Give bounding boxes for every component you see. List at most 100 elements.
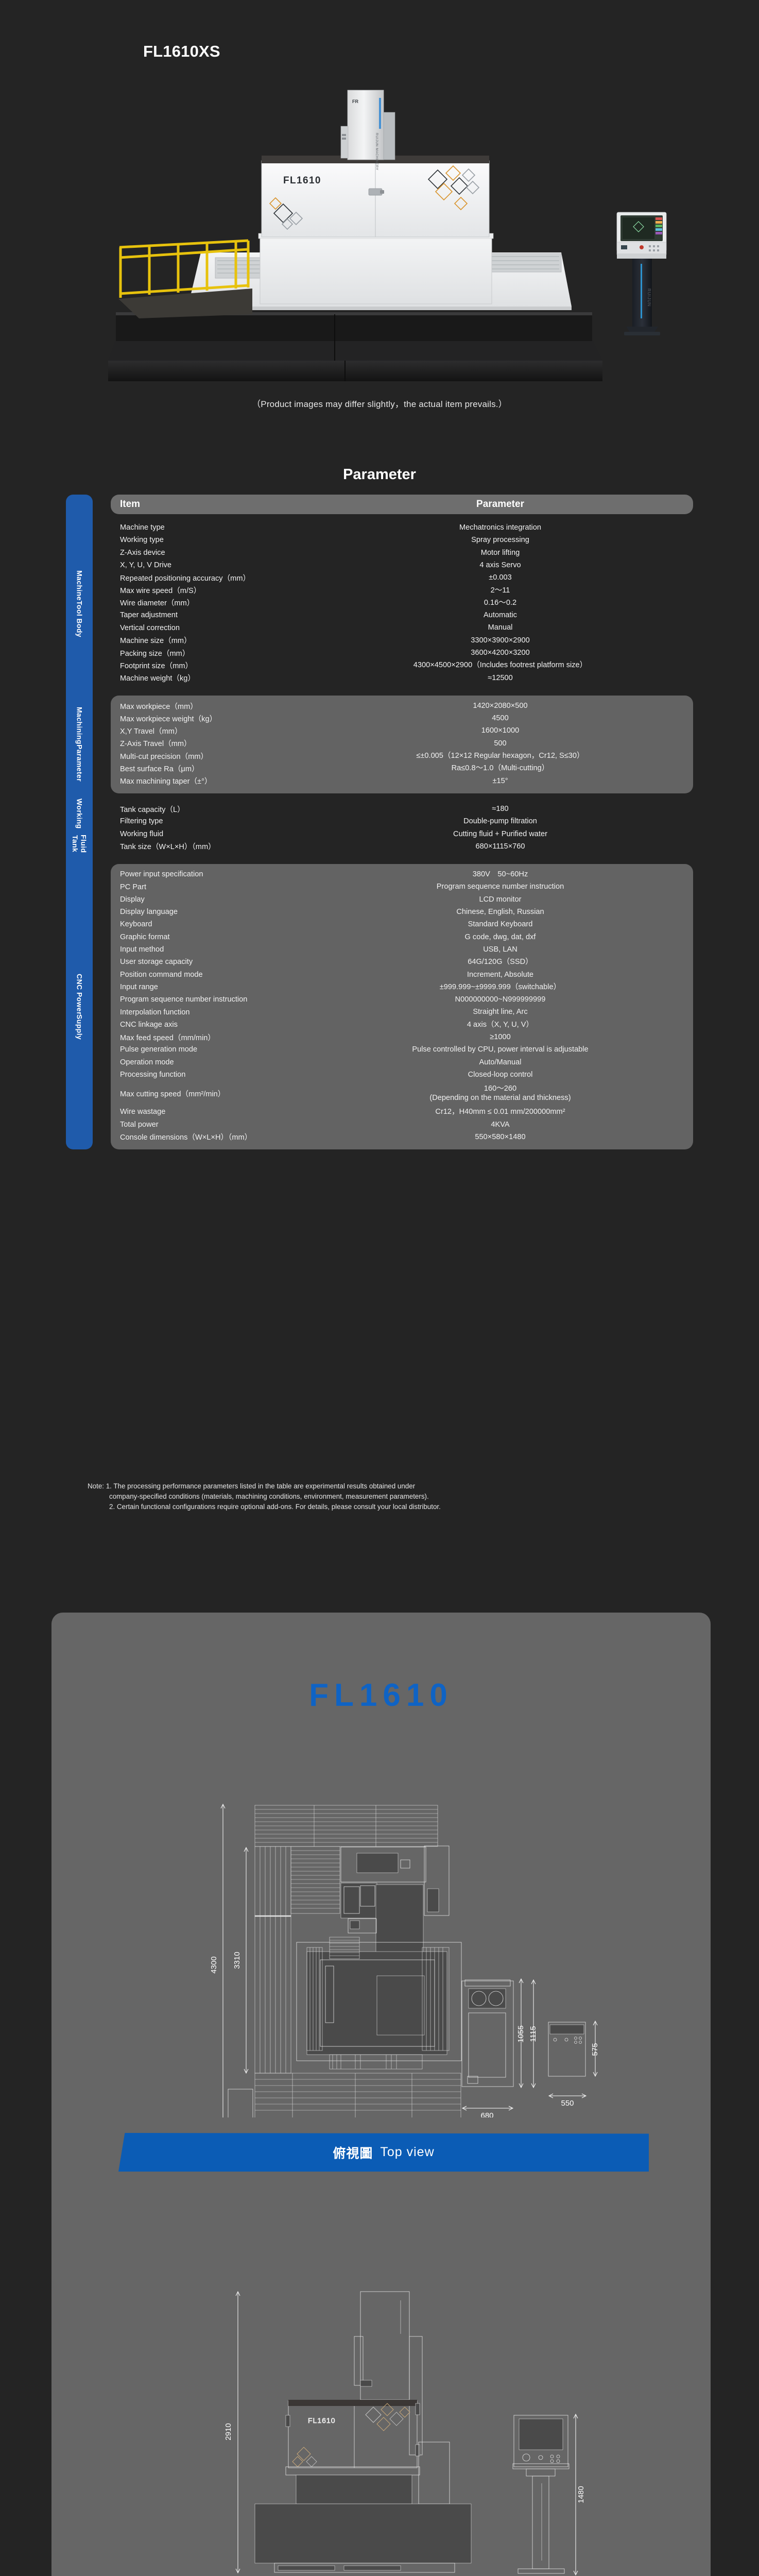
spec-row: Max machining taper（±°） ±15° bbox=[111, 775, 693, 787]
dim-2910: 2910 bbox=[224, 2423, 233, 2440]
spec-row: Input method USB, LAN bbox=[111, 943, 693, 956]
sidebar-tab-line: Working bbox=[75, 798, 84, 829]
spec-row: Vertical correction Manual bbox=[111, 621, 693, 634]
dim-680: 680 bbox=[480, 2111, 493, 2117]
spec-row-label: Interpolation function bbox=[120, 1008, 190, 1016]
spec-row-label: Display bbox=[120, 895, 145, 904]
footnotes: Note: 1. The processing performance para… bbox=[88, 1481, 695, 1512]
spec-row-label: Working type bbox=[120, 536, 164, 545]
spec-row-value: Double-pump filtration bbox=[463, 817, 537, 826]
header-parameter: Parameter bbox=[476, 499, 524, 510]
spec-row-value: 1600×1000 bbox=[481, 726, 520, 735]
spec-row-label: Machine weight（kg） bbox=[120, 674, 196, 683]
spec-row-label: Wire diameter（mm） bbox=[120, 599, 195, 608]
spec-row: Working fluid Cutting fluid + Purified wa… bbox=[111, 828, 693, 840]
spec-row-label: Input method bbox=[120, 945, 164, 954]
spec-row-label: Max machining taper（±°） bbox=[120, 777, 212, 786]
tower-badge: FR bbox=[352, 99, 358, 104]
dim-550: 550 bbox=[561, 2099, 574, 2108]
spec-row-label: Display language bbox=[120, 908, 178, 917]
spec-row: Max wire speed（m/S） 2～11 bbox=[111, 584, 693, 596]
sidebar-tab-working-fluid-tank[interactable]: Working Fluid Tank bbox=[66, 799, 93, 859]
spec-row-label: Packing size（mm） bbox=[120, 649, 190, 658]
spec-row-value: ≤±0.005（12×12 Regular hexagon，Cr12, S≤30… bbox=[416, 752, 584, 760]
spec-row-value: Ra≤0.8～1.0（Multi-cutting） bbox=[451, 764, 549, 773]
sidebar-tab-machining-parameter[interactable]: Machining Parameter bbox=[66, 696, 93, 793]
spec-row: Processing function Closed-loop control bbox=[111, 1069, 693, 1081]
spec-row-value: Cr12，H40mm ≤ 0.01 mm/200000mm² bbox=[435, 1108, 565, 1116]
spec-row-label: User storage capacity bbox=[120, 958, 193, 967]
sidebar-tab-machine-tool-body[interactable]: Machine Tool Body bbox=[66, 517, 93, 690]
spec-row-label: Max cutting speed（mm²/min） bbox=[120, 1090, 226, 1098]
spec-row-label: Max workpiece（mm） bbox=[120, 702, 198, 711]
spec-row-value: ≈180 bbox=[492, 804, 509, 813]
spec-row-label: X, Y, U, V Drive bbox=[120, 561, 172, 570]
spec-row-value: 2～11 bbox=[490, 586, 510, 595]
spec-row: Tank capacity（L） ≈180 bbox=[111, 803, 693, 815]
machine-tower: FR RUIJUN MACHINERY bbox=[340, 90, 395, 171]
spec-row: Working type Spray processing bbox=[111, 534, 693, 546]
product-photo: FL1610 FR bbox=[77, 72, 685, 397]
sidebar-tab-line: Machine bbox=[75, 570, 84, 601]
spec-row-label: Keyboard bbox=[120, 920, 152, 929]
spec-row-label: Repeated positioning accuracy（mm） bbox=[120, 574, 251, 583]
safety-railing bbox=[119, 239, 250, 298]
sidebar-tab-line: Tool Body bbox=[75, 600, 84, 637]
spec-row-value: LCD monitor bbox=[479, 895, 522, 904]
spec-row-value: 4300×4500×2900（Includes footrest platfor… bbox=[413, 661, 588, 670]
spec-row-value: Manual bbox=[488, 623, 513, 632]
spec-row: PC Part Program sequence number instructi… bbox=[111, 880, 693, 893]
spec-row: Machine type Mechatronics integration bbox=[111, 521, 693, 534]
spec-row-label: Machine size（mm） bbox=[120, 637, 192, 646]
spec-row-value: Cutting fluid + Purified water bbox=[453, 829, 547, 838]
spec-row-value: 3300×3900×2900 bbox=[471, 636, 530, 645]
spec-row-value: Mechatronics integration bbox=[459, 523, 541, 532]
spec-row-label: Max feed speed（mm/min） bbox=[120, 1033, 215, 1042]
spec-row-label: Operation mode bbox=[120, 1058, 174, 1066]
spec-row: Z-Axis Travel（mm） 500 bbox=[111, 737, 693, 750]
spec-row-value: ±15° bbox=[492, 776, 508, 785]
spec-row: Total power 4KVA bbox=[111, 1118, 693, 1130]
top-view-label[interactable]: 俯視圖 Top view bbox=[118, 2133, 649, 2172]
spec-row: Wire wastage Cr12，H40mm ≤ 0.01 mm/200000m… bbox=[111, 1106, 693, 1118]
category-sidebar: Machine Tool Body Machining Parameter Work… bbox=[66, 495, 93, 1150]
drawing-panel: FL1610 bbox=[51, 1613, 711, 2576]
spec-row-label: Vertical correction bbox=[120, 623, 180, 632]
spec-row-value: Auto/Manual bbox=[479, 1058, 522, 1066]
spec-row-value: Chinese, English, Russian bbox=[456, 908, 544, 917]
spec-row-label: Power input specification bbox=[120, 870, 203, 879]
sidebar-tab-cnc-power-supply[interactable]: CNC Power Supply bbox=[66, 864, 93, 1149]
dim-3310: 3310 bbox=[233, 1952, 242, 1969]
spec-row-value: Automatic bbox=[484, 611, 517, 620]
top-view-label-cn: 俯視圖 bbox=[333, 2146, 373, 2161]
spec-row-label: CNC linkage axis bbox=[120, 1020, 178, 1029]
sidebar-tab-line: CNC Power bbox=[75, 973, 84, 1015]
spec-row-value: ±0.003 bbox=[489, 573, 512, 582]
spec-row: Max workpiece（mm） 1420×2080×500 bbox=[111, 700, 693, 712]
spec-row-value: G code, dwg, dat, dxf bbox=[464, 933, 536, 941]
console-badge: RUIJUN bbox=[647, 289, 651, 307]
spec-row-value: Standard Keyboard bbox=[468, 920, 533, 929]
spec-row: Taper adjustment Automatic bbox=[111, 609, 693, 621]
spec-group: Power input specification 380V 50~60Hz PC … bbox=[111, 864, 693, 1150]
spec-row-value: 500 bbox=[494, 739, 507, 748]
spec-row-label: Footprint size（mm） bbox=[120, 662, 193, 670]
spec-row-value: N000000000~N999999999 bbox=[455, 995, 546, 1004]
spec-row: Keyboard Standard Keyboard bbox=[111, 918, 693, 930]
spec-group: Max workpiece（mm） 1420×2080×500 Max workpi… bbox=[111, 695, 693, 793]
spec-row-label: Multi-cut precision（mm） bbox=[120, 752, 209, 761]
spec-row: X,Y Travel（mm） 1600×1000 bbox=[111, 724, 693, 737]
spec-row-value: 380V 50~60Hz bbox=[472, 870, 528, 879]
spec-row-label: Working fluid bbox=[120, 829, 164, 838]
sidebar-tab-line: Fluid Tank bbox=[71, 835, 88, 853]
machine-badge: FL1610 bbox=[283, 175, 321, 186]
spec-row-value: 160～260 (Depending on the material and t… bbox=[429, 1084, 571, 1103]
spec-row-label: X,Y Travel（mm） bbox=[120, 727, 182, 736]
front-view-badge: FL1610 bbox=[308, 2416, 335, 2425]
spec-row-label: Input range bbox=[120, 982, 158, 991]
spec-row-value: 680×1115×760 bbox=[475, 842, 525, 851]
photo-caption: （Product images may differ slightly，the … bbox=[252, 399, 507, 409]
footnote-line-1: Note: 1. The processing performance para… bbox=[88, 1482, 416, 1490]
spec-row: Power input specification 380V 50~60Hz bbox=[111, 868, 693, 880]
sidebar-tab-line: Machining bbox=[75, 707, 84, 745]
